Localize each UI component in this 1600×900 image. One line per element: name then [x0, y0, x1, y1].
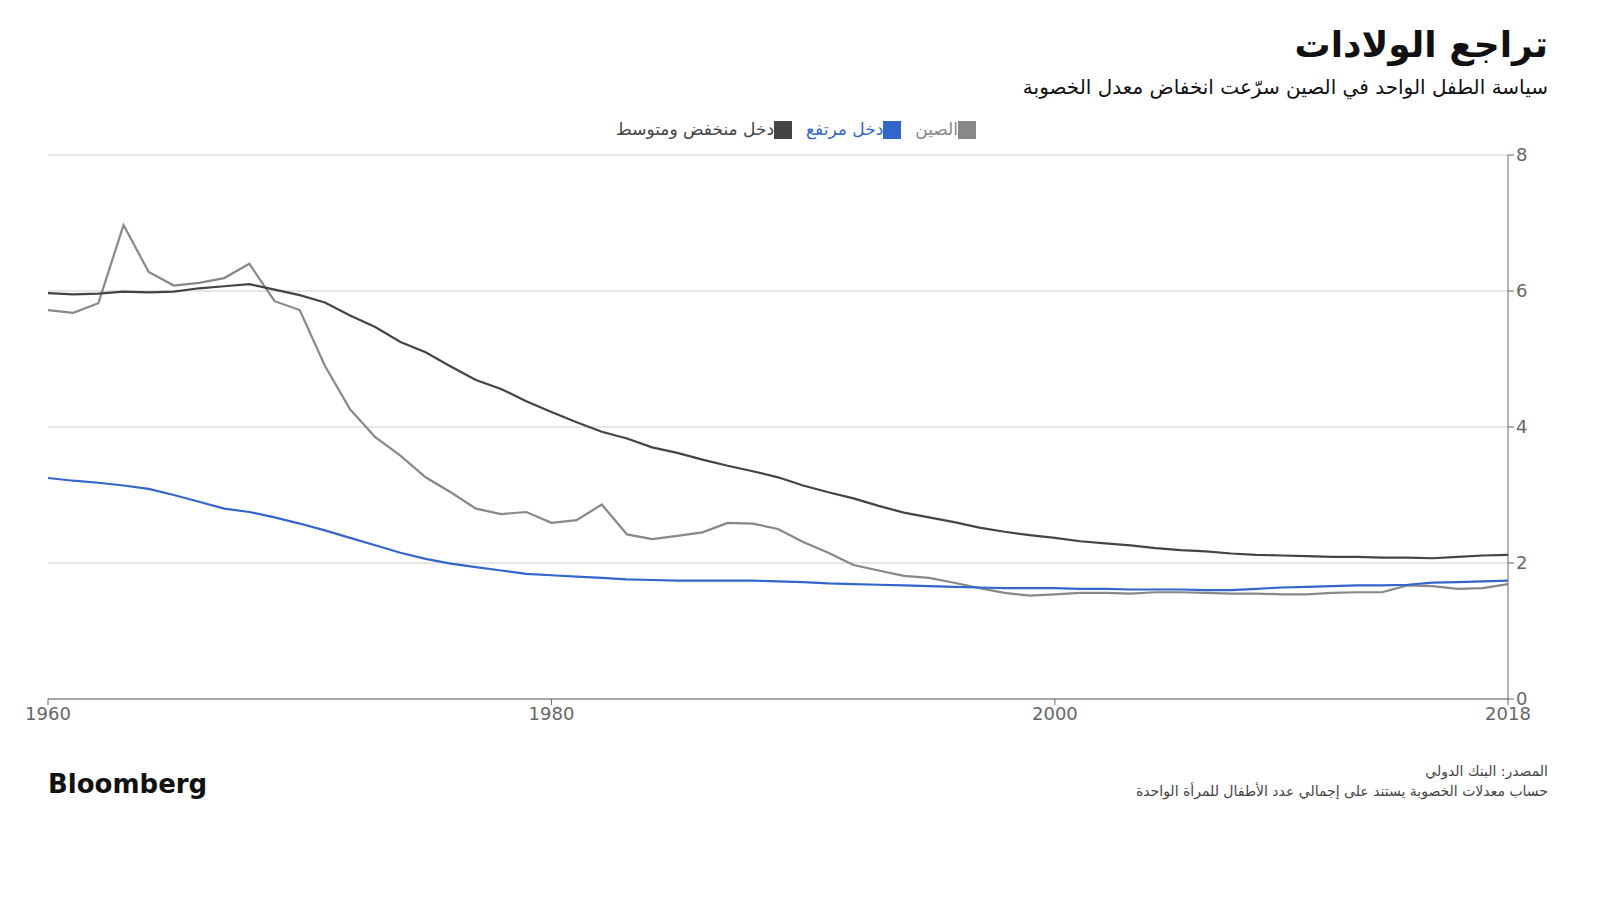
- svg-text:6: 6: [1516, 280, 1527, 301]
- svg-text:2000: 2000: [1032, 703, 1078, 724]
- svg-text:2018: 2018: [1485, 702, 1531, 724]
- svg-text:1960: 1960: [25, 703, 71, 724]
- html-text:دخل منخفض ومتوسط: دخل منخفض ومتوسط: [616, 119, 774, 139]
- svg-text:4: 4: [1516, 416, 1527, 437]
- html-text:سياسة الطفل الواحد في الصين سر: سياسة الطفل الواحد في الصين سرّعت انخفاض…: [1022, 75, 1548, 99]
- html-text:حساب معدلات الخصوبة يستند على: حساب معدلات الخصوبة يستند على إجمالي عدد…: [1135, 783, 1548, 799]
- html-text:Bloomberg: Bloomberg: [48, 769, 208, 799]
- html-text:تراجع الولادات: تراجع الولادات: [1294, 24, 1548, 65]
- svg-text:1980: 1980: [529, 703, 575, 724]
- svg-text:0: 0: [1516, 688, 1527, 709]
- html-text:المصدر: البنك الدولي: المصدر: البنك الدولي: [1425, 763, 1548, 779]
- svg-text:8: 8: [1516, 144, 1527, 165]
- svg-text:2: 2: [1516, 552, 1527, 573]
- html-text:دخل مرتفع: دخل مرتفع: [806, 119, 884, 139]
- html-text:الصين: الصين: [915, 119, 958, 139]
